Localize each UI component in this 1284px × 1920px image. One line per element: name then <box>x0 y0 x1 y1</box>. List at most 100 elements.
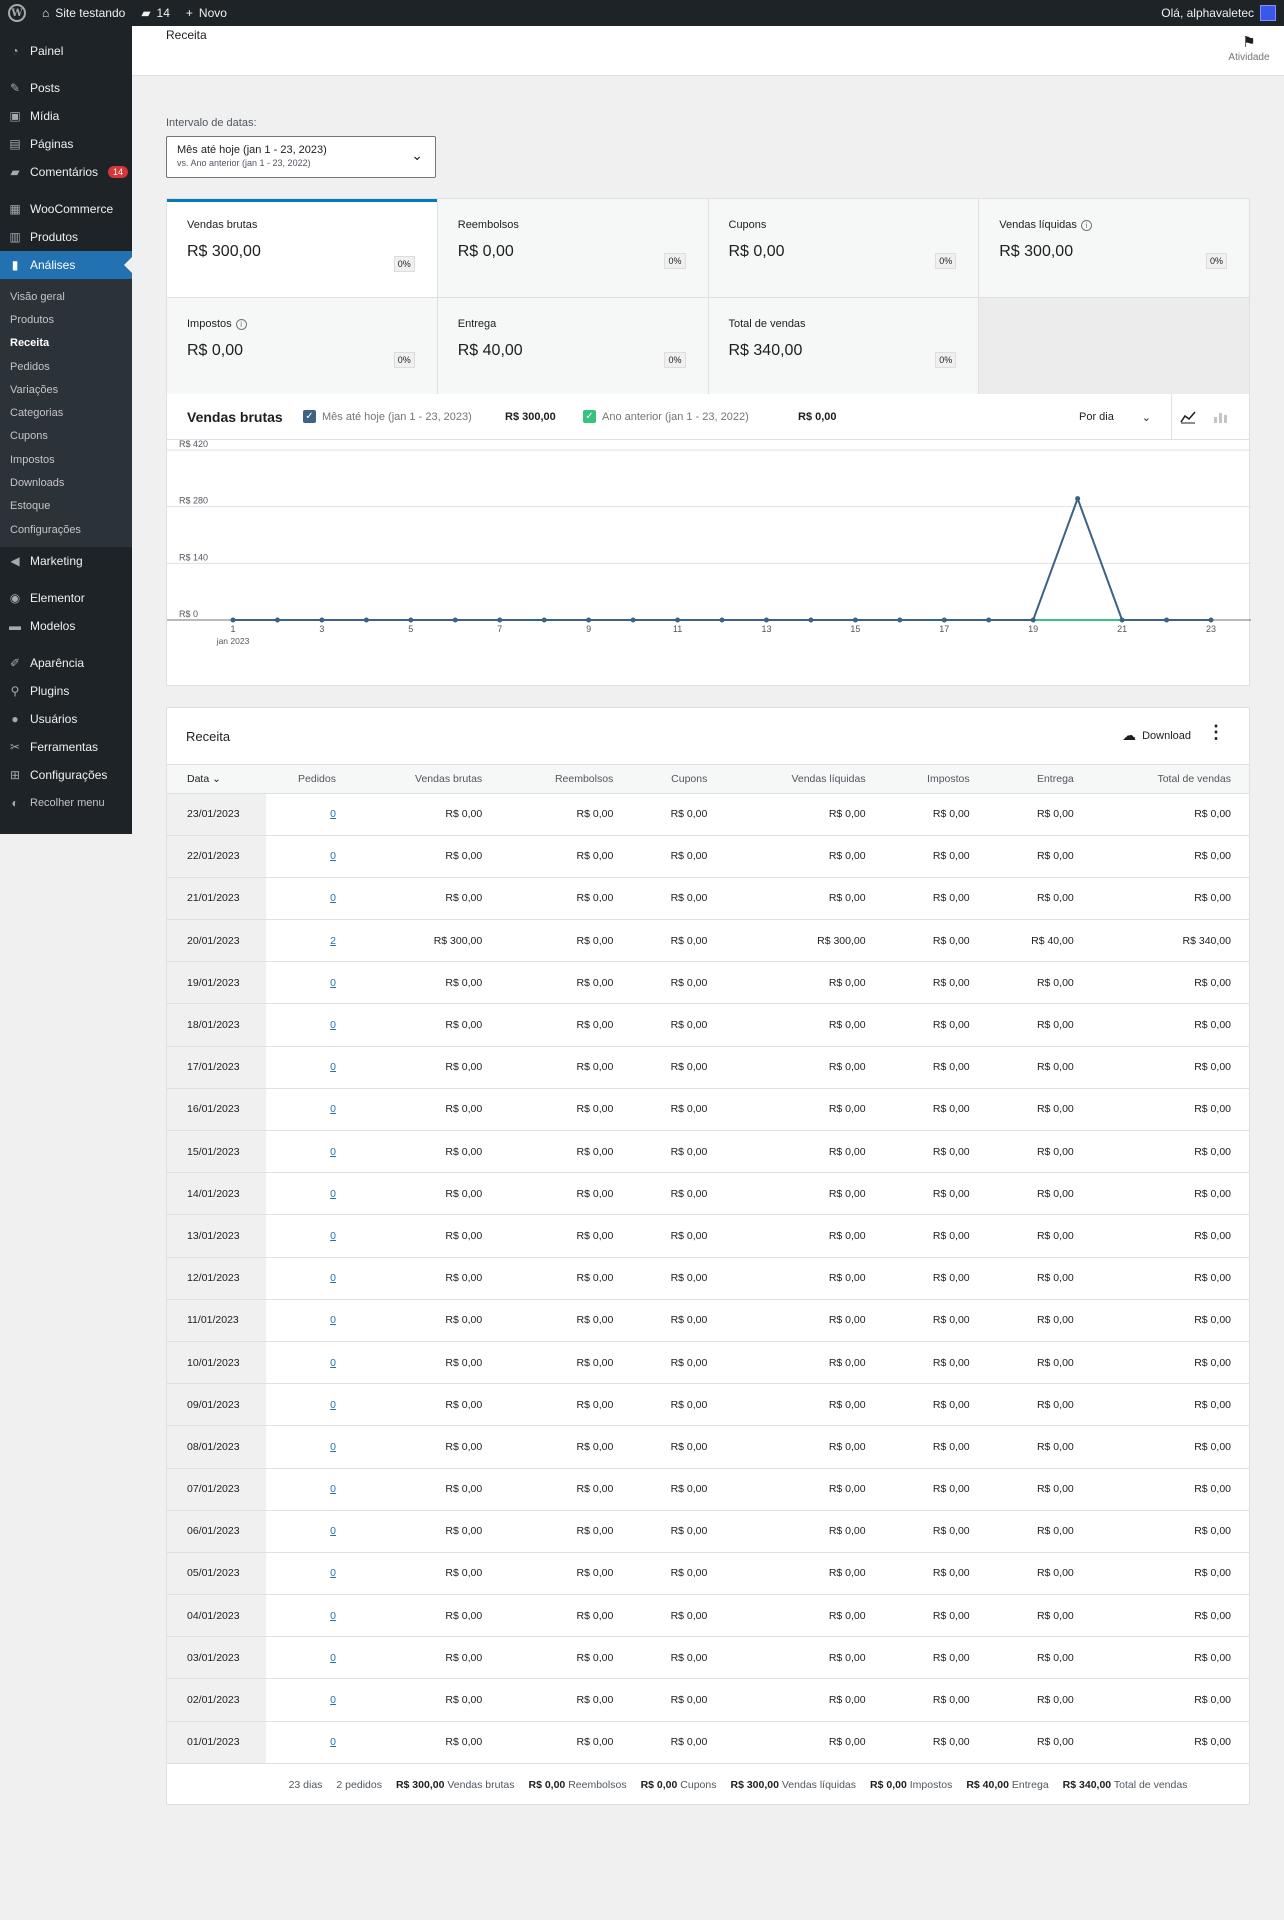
cell-refunds: R$ 0,00 <box>500 1594 632 1638</box>
orders-link[interactable]: 0 <box>330 1229 336 1242</box>
info-icon[interactable]: i <box>235 318 247 330</box>
cell-total-sales: R$ 340,00 <box>1091 919 1249 963</box>
menu-painel[interactable]: ◔ Painel <box>0 37 132 65</box>
submenu-categorias[interactable]: Categorias <box>10 407 64 420</box>
orders-link[interactable]: 0 <box>330 1061 336 1074</box>
menu-configuracoes[interactable]: ⊞ Configurações <box>0 761 132 789</box>
submenu-visao-geral[interactable]: Visão geral <box>10 290 65 303</box>
menu-aparencia[interactable]: ✐ Aparência <box>0 649 132 677</box>
menu-comentarios[interactable]: ▰ Comentários 14 <box>0 158 132 186</box>
x-tick-label: 23 <box>1206 624 1216 634</box>
summary-card-coupons[interactable]: Cupons R$ 0,00 0% <box>708 199 979 297</box>
cell-gross-sales: R$ 0,00 <box>354 1425 501 1469</box>
column-header-total-sales[interactable]: Total de vendas <box>1091 765 1249 794</box>
orders-link[interactable]: 0 <box>330 1019 336 1032</box>
menu-plugins[interactable]: ⚲ Plugins <box>0 677 132 705</box>
submenu-estoque[interactable]: Estoque <box>10 500 51 513</box>
submenu-downloads[interactable]: Downloads <box>10 477 65 490</box>
submenu-produtos[interactable]: Produtos <box>10 313 55 326</box>
download-button[interactable]: ☁ Download <box>1122 727 1191 744</box>
data-point <box>719 617 725 623</box>
menu-woocommerce[interactable]: ▦ WooCommerce <box>0 195 132 223</box>
orders-link[interactable]: 0 <box>330 1651 336 1664</box>
orders-link[interactable]: 0 <box>330 976 336 989</box>
account-menu[interactable]: Olá, alphavaletec <box>1161 5 1284 21</box>
cell-orders: 0 <box>266 1257 354 1300</box>
orders-link[interactable]: 0 <box>330 1525 336 1538</box>
submenu-cupons[interactable]: Cupons <box>10 430 48 443</box>
legend-secondary[interactable]: ✓ Ano anterior (jan 1 - 23, 2022) <box>583 410 749 423</box>
bar-chart-button[interactable] <box>1204 394 1236 440</box>
column-header-coupons[interactable]: Cupons <box>631 765 726 794</box>
submenu-impostos[interactable]: Impostos <box>10 453 55 466</box>
info-icon[interactable]: i <box>1080 219 1092 231</box>
menu-usuarios[interactable]: ● Usuários <box>0 705 132 733</box>
orders-link[interactable]: 2 <box>330 934 336 947</box>
site-name-link[interactable]: ⌂ Site testando <box>34 0 133 26</box>
submenu-configuracoes[interactable]: Configurações <box>10 523 81 536</box>
menu-posts[interactable]: ✎ Posts <box>0 74 132 102</box>
comments-link[interactable]: ▰ 14 <box>133 0 178 26</box>
menu-analises[interactable]: ▮ Análises <box>0 251 132 279</box>
orders-link[interactable]: 0 <box>330 1609 336 1622</box>
legend-primary[interactable]: ✓ Mês até hoje (jan 1 - 23, 2023) <box>303 410 472 423</box>
orders-link[interactable]: 0 <box>330 1398 336 1411</box>
orders-link[interactable]: 0 <box>330 1736 336 1749</box>
orders-link[interactable]: 0 <box>330 892 336 905</box>
orders-link[interactable]: 0 <box>330 1314 336 1327</box>
summary-card-net-sales[interactable]: Vendas líquidas i R$ 300,00 0% <box>979 199 1249 297</box>
chart-type-toggle <box>1171 394 1236 440</box>
more-options-button[interactable]: ⋮ <box>1207 722 1225 742</box>
column-header-orders[interactable]: Pedidos <box>266 765 354 794</box>
cell-net-sales: R$ 0,00 <box>725 1003 884 1047</box>
activity-button[interactable]: ⚑ Atividade <box>1224 34 1274 63</box>
summary-card-shipping[interactable]: Entrega R$ 40,00 0% <box>437 298 708 396</box>
menu-marketing[interactable]: ◀ Marketing <box>0 547 132 575</box>
orders-link[interactable]: 0 <box>330 1272 336 1285</box>
interval-select[interactable]: Por dia ⌄ <box>1079 411 1151 424</box>
submenu-receita[interactable]: Receita <box>10 337 50 350</box>
column-header-refunds[interactable]: Reembolsos <box>500 765 632 794</box>
column-header-taxes[interactable]: Impostos <box>883 765 988 794</box>
summary-card-total-sales[interactable]: Total de vendas R$ 340,00 0% <box>708 298 979 396</box>
cell-date: 04/01/2023 <box>167 1594 266 1638</box>
cell-coupons: R$ 0,00 <box>631 1721 726 1764</box>
card-value: R$ 300,00 <box>999 243 1074 260</box>
menu-produtos[interactable]: ▥ Produtos <box>0 223 132 251</box>
orders-link[interactable]: 0 <box>330 1567 336 1580</box>
new-label: Novo <box>198 6 227 20</box>
new-content-link[interactable]: + Novo <box>178 0 235 26</box>
cell-shipping: R$ 0,00 <box>987 835 1092 878</box>
menu-elementor[interactable]: ◉ Elementor <box>0 584 132 612</box>
date-range-picker[interactable]: Mês até hoje (jan 1 - 23, 2023) vs. Ano … <box>166 136 436 178</box>
orders-link[interactable]: 0 <box>330 1483 336 1496</box>
orders-link[interactable]: 0 <box>330 1187 336 1200</box>
column-header-net-sales[interactable]: Vendas líquidas <box>725 765 884 794</box>
orders-link[interactable]: 0 <box>330 1694 336 1707</box>
collapse-menu-button[interactable]: ◐ Recolher menu <box>0 789 132 817</box>
submenu-variacoes[interactable]: Variações <box>10 383 59 396</box>
menu-paginas[interactable]: ▤ Páginas <box>0 130 132 158</box>
submenu-pedidos[interactable]: Pedidos <box>10 360 50 373</box>
orders-link[interactable]: 0 <box>330 850 336 863</box>
comment-icon: ▰ <box>141 6 151 20</box>
wp-logo-menu[interactable]: W <box>0 0 34 26</box>
orders-link[interactable]: 0 <box>330 1103 336 1116</box>
cell-shipping: R$ 0,00 <box>987 961 1092 1005</box>
menu-ferramentas[interactable]: ✂ Ferramentas <box>0 733 132 761</box>
orders-link[interactable]: 0 <box>330 1356 336 1369</box>
orders-link[interactable]: 0 <box>330 808 336 821</box>
summary-card-refunds[interactable]: Reembolsos R$ 0,00 0% <box>437 199 708 297</box>
line-chart-button[interactable] <box>1172 394 1204 440</box>
column-header-gross-sales[interactable]: Vendas brutas <box>354 765 501 794</box>
cell-shipping: R$ 0,00 <box>987 1636 1092 1680</box>
menu-midia[interactable]: ▣ Mídia <box>0 102 132 130</box>
column-header-shipping[interactable]: Entrega <box>987 765 1092 794</box>
column-header-date[interactable]: Data ⌄ <box>167 765 266 794</box>
summary-card-taxes[interactable]: Impostos i R$ 0,00 0% <box>167 298 437 396</box>
cell-date: 02/01/2023 <box>167 1678 266 1722</box>
menu-modelos[interactable]: ▬ Modelos <box>0 612 132 640</box>
orders-link[interactable]: 0 <box>330 1440 336 1453</box>
summary-card-gross-sales[interactable]: Vendas brutas R$ 300,00 0% <box>167 199 437 297</box>
orders-link[interactable]: 0 <box>330 1145 336 1158</box>
